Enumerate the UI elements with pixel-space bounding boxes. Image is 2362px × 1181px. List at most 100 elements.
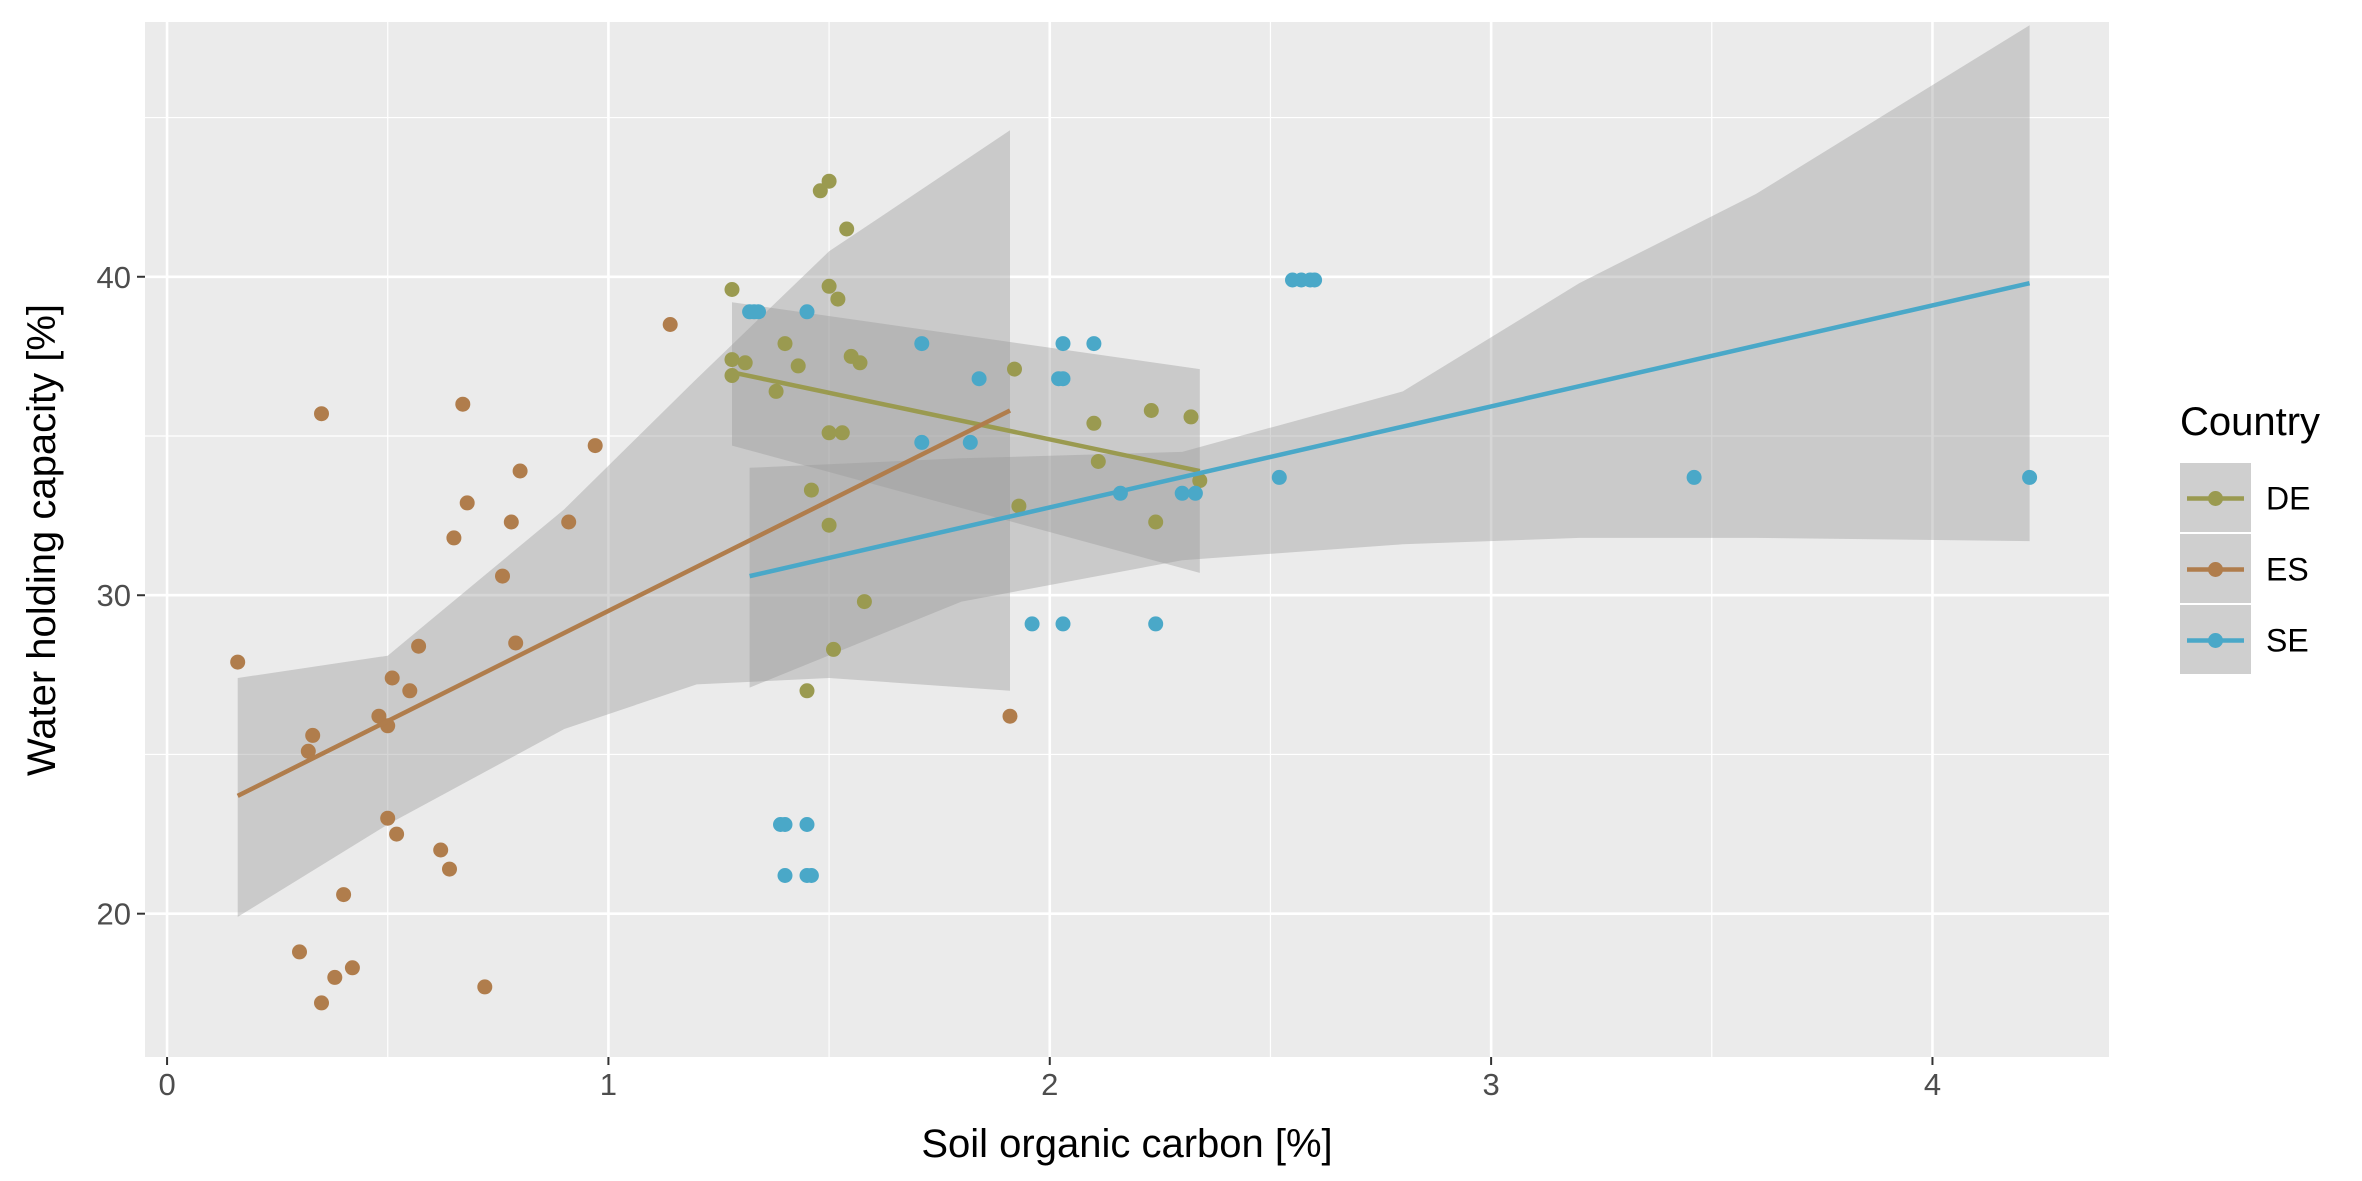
data-point-se [777, 817, 793, 832]
data-point-de [737, 355, 753, 371]
confidence-band-se [749, 25, 2030, 688]
data-point-de [1011, 498, 1027, 514]
data-point-se [751, 304, 766, 320]
data-point-es [433, 842, 449, 858]
y-axis-title: Water holding capacity [%] [20, 304, 64, 776]
data-point-se [1055, 371, 1071, 387]
data-point-se [1148, 616, 1164, 632]
y-tick-label: 20 [97, 897, 131, 932]
data-point-de [1192, 473, 1208, 489]
x-axis-title: Soil organic carbon [%] [921, 1122, 1332, 1166]
data-point-se [1055, 336, 1071, 352]
legend-key-point [2208, 633, 2223, 648]
data-point-de [803, 482, 819, 498]
data-point-es [512, 463, 528, 479]
x-tick-label: 1 [600, 1067, 617, 1102]
data-point-de [821, 278, 837, 294]
data-point-de [768, 383, 784, 399]
data-point-es [384, 670, 400, 686]
data-point-de [724, 352, 740, 368]
x-tick-label: 0 [158, 1067, 175, 1102]
data-point-es [230, 654, 246, 670]
fit-lines [236, 280, 2031, 798]
data-point-es [314, 995, 329, 1011]
legend: Country DE ES SE [2180, 400, 2320, 674]
data-point-es [402, 683, 418, 699]
data-point-se [1187, 485, 1203, 501]
y-tick-label: 40 [97, 260, 131, 295]
data-point-se [799, 817, 815, 832]
data-point-se [1307, 272, 1323, 288]
data-point-de [1007, 361, 1022, 377]
legend-key-point [2208, 491, 2223, 506]
data-point-es [442, 861, 457, 877]
data-point-es [1002, 708, 1018, 724]
data-point-de [812, 183, 828, 199]
panel-background [145, 22, 2109, 1057]
data-point-de [724, 282, 740, 297]
x-tick-label: 3 [1482, 1067, 1499, 1102]
data-point-es [336, 887, 352, 903]
data-point-de [1183, 409, 1199, 425]
data-point-se [777, 868, 793, 883]
data-point-se [971, 371, 987, 387]
data-point-se [2022, 469, 2038, 485]
data-point-se [1174, 485, 1190, 501]
data-point-se [799, 304, 815, 320]
data-point-se [914, 434, 930, 450]
data-point-de [1148, 514, 1164, 530]
data-point-es [305, 727, 321, 743]
data-point-es [455, 396, 471, 412]
data-point-es [314, 406, 329, 422]
x-tick-label: 2 [1041, 1067, 1058, 1102]
grid-minor [145, 22, 2109, 1057]
data-point-se [1055, 616, 1071, 632]
data-point-es [477, 979, 493, 995]
data-point-de [830, 291, 846, 307]
data-point-de [852, 355, 868, 371]
data-point-se [1024, 616, 1040, 632]
data-point-se [1271, 469, 1287, 485]
data-point-se [914, 336, 930, 352]
data-point-es [292, 944, 307, 960]
data-point-es [327, 969, 343, 985]
legend-label-es: ES [2266, 552, 2309, 588]
data-point-de [1143, 403, 1159, 418]
legend-label-se: SE [2266, 623, 2309, 659]
data-point-de [777, 336, 793, 352]
data-point-es [446, 530, 462, 546]
data-point-de [1090, 454, 1106, 469]
legend-label-de: DE [2266, 481, 2310, 517]
y-axis-ticks: 20 30 40 [97, 260, 145, 932]
data-point-es [371, 708, 387, 724]
data-point-es [508, 635, 524, 651]
data-point-es [389, 826, 405, 842]
fit-line-es [236, 408, 1012, 798]
data-point-de [826, 641, 841, 657]
x-axis-ticks: 0 1 2 3 4 [158, 1057, 1941, 1102]
data-point-se [962, 434, 978, 450]
data-point-de [790, 358, 806, 374]
data-point-es [495, 568, 510, 584]
y-tick-label: 30 [97, 578, 131, 613]
data-point-es [344, 960, 360, 976]
data-point-de [821, 517, 837, 533]
data-point-de [839, 221, 855, 237]
confidence-band-es [237, 130, 1010, 917]
fit-line-se [749, 280, 2031, 579]
data-point-de [1086, 415, 1102, 431]
x-tick-label: 4 [1924, 1067, 1941, 1102]
data-point-se [1086, 336, 1102, 352]
legend-key-point [2208, 562, 2223, 577]
data-point-es [561, 514, 577, 530]
fit-line-de [731, 370, 1201, 474]
data-point-de [834, 425, 850, 441]
data-point-de [821, 173, 837, 189]
grid-major [145, 22, 2109, 1057]
data-point-es [503, 514, 519, 530]
data-point-es [587, 438, 603, 454]
data-point-es [411, 638, 427, 654]
data-point-se [803, 868, 819, 883]
data-point-es [459, 495, 475, 511]
